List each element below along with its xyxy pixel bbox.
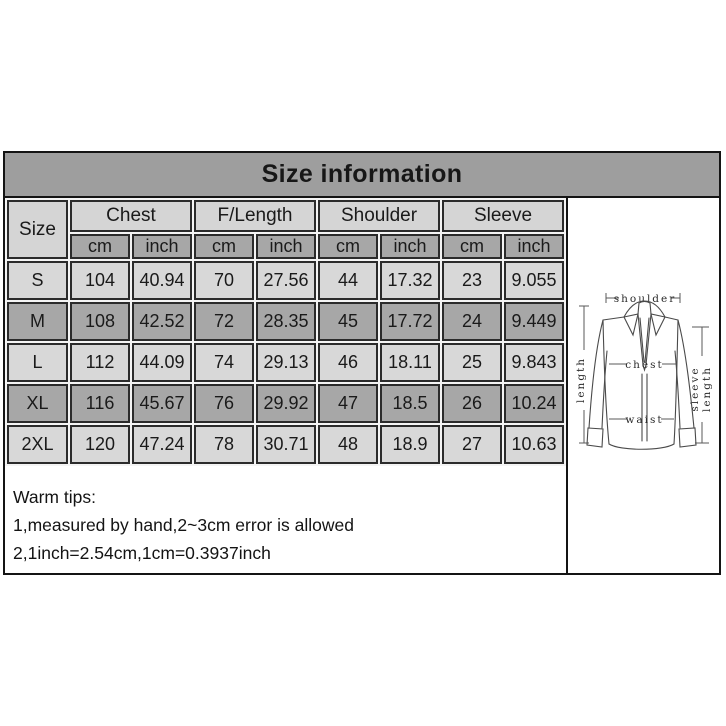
table-cell: 47.24 xyxy=(132,425,192,464)
shirt-measurement-diagram: shoulder length sleeve length xyxy=(575,293,713,450)
table-cell: 27 xyxy=(442,425,502,464)
size-label: M xyxy=(7,302,68,341)
table-row: 2XL 120 47.24 78 30.71 48 18.9 27 10.63 xyxy=(7,425,564,464)
sleeve-length-measure-line xyxy=(692,326,709,444)
table-cell: 18.11 xyxy=(380,343,440,382)
unit-header: inch xyxy=(504,234,564,259)
page-title: Size information xyxy=(261,160,463,188)
table-cell: 30.71 xyxy=(256,425,316,464)
title-bar: Size information xyxy=(5,153,719,198)
size-label: S xyxy=(7,261,68,300)
sleeve-length-label-word2: length xyxy=(701,366,713,412)
sleeve-length-label-word1: sleeve xyxy=(689,366,701,411)
table-cell: 70 xyxy=(194,261,254,300)
size-info-sheet: Size information Size Chest F/Length Sho… xyxy=(3,151,721,575)
size-column-header: Size xyxy=(7,200,68,259)
table-cell: 42.52 xyxy=(132,302,192,341)
table-cell: 104 xyxy=(70,261,130,300)
table-cell: 78 xyxy=(194,425,254,464)
table-cell: 29.92 xyxy=(256,384,316,423)
warm-tips-line: 2,1inch=2.54cm,1cm=0.3937inch xyxy=(13,543,271,563)
unit-header: cm xyxy=(194,234,254,259)
table-cell: 25 xyxy=(442,343,502,382)
group-header-flength: F/Length xyxy=(194,200,316,232)
table-row: L 112 44.09 74 29.13 46 18.11 25 9.843 xyxy=(7,343,564,382)
table-cell: 29.13 xyxy=(256,343,316,382)
table-cell: 120 xyxy=(70,425,130,464)
table-cell: 76 xyxy=(194,384,254,423)
warm-tips-line: 1,measured by hand,2~3cm error is allowe… xyxy=(13,515,354,535)
table-cell: 46 xyxy=(318,343,378,382)
table-cell: 17.32 xyxy=(380,261,440,300)
chest-label: chest xyxy=(625,359,663,371)
unit-header: cm xyxy=(70,234,130,259)
table-cell: 9.843 xyxy=(504,343,564,382)
table-cell: 40.94 xyxy=(132,261,192,300)
table-cell: 45 xyxy=(318,302,378,341)
table-cell: 18.9 xyxy=(380,425,440,464)
shoulder-label: shoulder xyxy=(614,293,677,305)
unit-header: cm xyxy=(442,234,502,259)
table-cell: 44.09 xyxy=(132,343,192,382)
table-cell: 9.449 xyxy=(504,302,564,341)
table-cell: 45.67 xyxy=(132,384,192,423)
group-header-sleeve: Sleeve xyxy=(442,200,564,232)
measurement-diagram-panel: shoulder length sleeve length xyxy=(566,198,719,573)
table-column: Size Chest F/Length Shoulder Sleeve cm i… xyxy=(5,198,566,573)
table-cell: 108 xyxy=(70,302,130,341)
table-row: S 104 40.94 70 27.56 44 17.32 23 9.055 xyxy=(7,261,564,300)
table-cell: 10.63 xyxy=(504,425,564,464)
table-cell: 24 xyxy=(442,302,502,341)
table-row: XL 116 45.67 76 29.92 47 18.5 26 10.24 xyxy=(7,384,564,423)
shoulder-measure-line xyxy=(605,293,681,303)
unit-header: inch xyxy=(256,234,316,259)
table-cell: 112 xyxy=(70,343,130,382)
unit-header: inch xyxy=(380,234,440,259)
table-cell: 17.72 xyxy=(380,302,440,341)
shirt-outline xyxy=(586,300,697,450)
table-cell: 27.56 xyxy=(256,261,316,300)
warm-tips: Warm tips: 1,measured by hand,2~3cm erro… xyxy=(5,466,566,573)
table-cell: 74 xyxy=(194,343,254,382)
table-cell: 47 xyxy=(318,384,378,423)
table-unit-row: cm inch cm inch cm inch cm inch xyxy=(7,234,564,259)
unit-header: cm xyxy=(318,234,378,259)
table-cell: 18.5 xyxy=(380,384,440,423)
warm-tips-heading: Warm tips: xyxy=(13,487,96,507)
unit-header: inch xyxy=(132,234,192,259)
table-cell: 9.055 xyxy=(504,261,564,300)
group-header-chest: Chest xyxy=(70,200,192,232)
table-cell: 23 xyxy=(442,261,502,300)
table-cell: 72 xyxy=(194,302,254,341)
table-cell: 48 xyxy=(318,425,378,464)
sheet-content: Size Chest F/Length Shoulder Sleeve cm i… xyxy=(5,198,719,573)
size-label: XL xyxy=(7,384,68,423)
table-cell: 10.24 xyxy=(504,384,564,423)
table-row: M 108 42.52 72 28.35 45 17.72 24 9.449 xyxy=(7,302,564,341)
length-measure-line xyxy=(579,305,589,444)
group-header-shoulder: Shoulder xyxy=(318,200,440,232)
table-header-row: Size Chest F/Length Shoulder Sleeve xyxy=(7,200,564,259)
table-cell: 116 xyxy=(70,384,130,423)
size-label: 2XL xyxy=(7,425,68,464)
size-table: Size Chest F/Length Shoulder Sleeve cm i… xyxy=(5,198,566,466)
table-cell: 44 xyxy=(318,261,378,300)
length-label: length xyxy=(575,357,587,403)
table-cell: 26 xyxy=(442,384,502,423)
size-label: L xyxy=(7,343,68,382)
waist-label: waist xyxy=(625,414,663,426)
table-cell: 28.35 xyxy=(256,302,316,341)
